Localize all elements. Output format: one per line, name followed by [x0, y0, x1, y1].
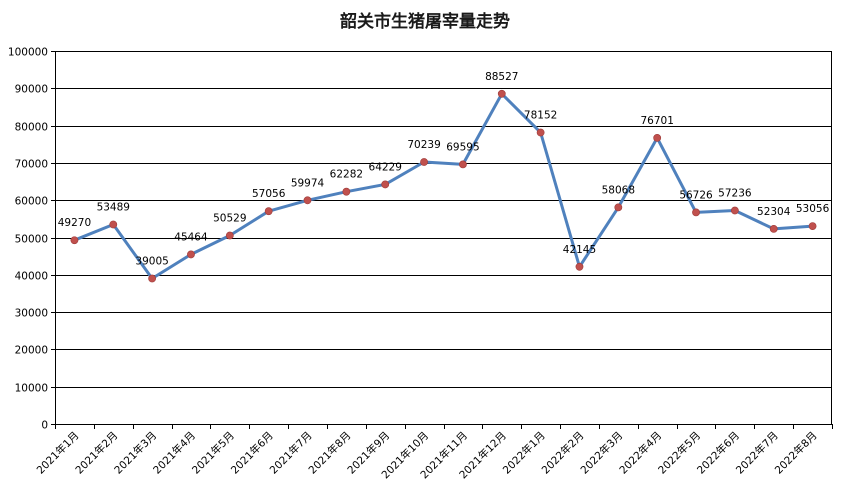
data-label: 45464	[174, 231, 208, 243]
y-tick-label: 30000	[15, 308, 48, 320]
data-label: 56726	[679, 189, 713, 201]
data-point	[536, 128, 545, 137]
data-point	[109, 220, 118, 229]
data-point	[148, 274, 157, 283]
data-point	[459, 160, 467, 169]
y-tick-label: 0	[41, 420, 48, 432]
data-label: 57056	[252, 188, 286, 200]
data-point	[497, 89, 506, 98]
gridlines	[55, 51, 832, 388]
series-line	[72, 92, 815, 280]
data-point	[264, 207, 273, 216]
y-tick-label: 50000	[15, 234, 48, 246]
data-label: 88527	[485, 71, 518, 83]
data-point	[730, 206, 739, 215]
y-tick-label: 10000	[15, 383, 48, 395]
data-label: 62282	[330, 169, 363, 181]
data-point	[692, 208, 700, 217]
data-label: 69595	[446, 141, 479, 153]
data-label: 58068	[602, 184, 635, 196]
data-point	[808, 222, 817, 231]
data-point	[653, 134, 662, 142]
y-tick-label: 60000	[15, 196, 48, 208]
y-tick-label: 100000	[8, 47, 48, 59]
data-label: 53056	[796, 203, 830, 215]
data-point	[187, 250, 195, 259]
y-tick-label: 70000	[15, 159, 48, 171]
data-label: 70239	[407, 139, 440, 151]
y-tick-label: 90000	[15, 84, 48, 96]
y-tick-label: 20000	[15, 345, 48, 357]
y-tick-label: 40000	[15, 271, 48, 283]
axes	[51, 51, 833, 429]
data-label: 50529	[213, 213, 246, 225]
data-label: 59974	[291, 177, 325, 189]
data-label: 53489	[97, 201, 130, 213]
chart-title: 韶关市生猪屠宰量走势	[340, 11, 510, 32]
data-label: 76701	[640, 115, 673, 127]
data-label: 78152	[524, 109, 557, 121]
y-tick-label: 80000	[15, 122, 48, 134]
data-label: 64229	[369, 161, 402, 173]
data-label: 57236	[718, 188, 752, 200]
data-point	[381, 180, 390, 189]
data-label: 42145	[563, 244, 596, 256]
data-labels: 49270 53489 39005 45464 50529 57056 59974 62282…	[58, 71, 830, 268]
data-point	[614, 203, 623, 212]
data-point	[575, 262, 584, 271]
y-axis-tick-labels: 0 10000 20000 30000 40000 50000 60000 70000 8000…	[8, 47, 48, 432]
data-point	[342, 187, 351, 196]
data-point	[70, 236, 79, 245]
data-series	[70, 89, 817, 283]
data-point	[303, 196, 312, 205]
data-point	[225, 231, 234, 240]
data-label: 49270	[58, 217, 91, 229]
data-label: 52304	[757, 206, 791, 218]
data-label: 39005	[135, 256, 168, 268]
data-point	[769, 225, 778, 233]
data-point	[420, 158, 428, 166]
